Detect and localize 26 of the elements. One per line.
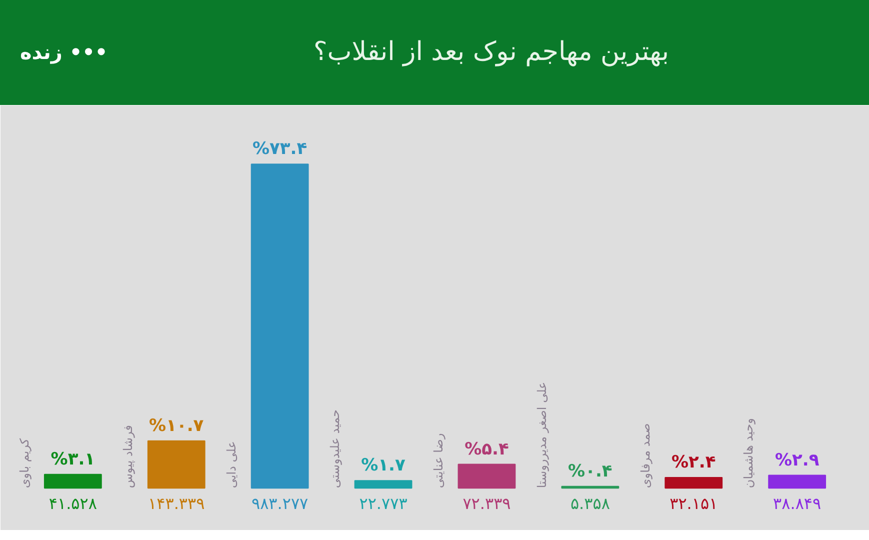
- text: ۵.۳۵۸: [570, 494, 610, 514]
- text: ۳۸.۸۴۹: [773, 494, 822, 514]
- x-tick-label: رضا عنایتی: [431, 433, 446, 488]
- data-label: %۰.۴: [568, 461, 612, 482]
- text: زنده •••: [20, 39, 108, 66]
- data-label: %۱.۷: [361, 456, 406, 476]
- x-tick-label: علی دایی: [224, 441, 238, 488]
- text: ۹۸۳.۲۷۷: [251, 494, 309, 514]
- x-tick-label: فرشاد پیوس: [120, 425, 135, 488]
- data-label: %۷۳.۴: [252, 139, 308, 160]
- x-tick-label: صمد مرفاوی: [638, 423, 652, 488]
- x-tick-label: علی اصغر مدیرروستا: [534, 382, 549, 488]
- x-tick-label: حمید علیدوستی: [328, 409, 342, 488]
- text: ۱۴۳.۳۳۹: [148, 494, 205, 514]
- text: ۳۲.۱۵۱: [670, 494, 718, 514]
- x-tick-label: کریم باوی: [18, 438, 32, 488]
- data-label: %۲.۹: [774, 450, 820, 470]
- data-label: %۵.۴: [464, 439, 509, 460]
- text: ۲۲.۷۷۳: [359, 494, 408, 514]
- data-label: %۳.۱: [50, 449, 96, 470]
- text: ۴۱.۵۲۸: [48, 494, 98, 514]
- data-label: %۲.۴: [672, 452, 716, 473]
- chart-title: بهترین مهاجم نوک بعد از انقلاب؟: [313, 36, 669, 69]
- text: ۷۲.۳۳۹: [462, 494, 511, 514]
- data-label: %۱۰.۷: [149, 416, 204, 436]
- x-tick-label: وحید هاشمیان: [742, 418, 756, 488]
